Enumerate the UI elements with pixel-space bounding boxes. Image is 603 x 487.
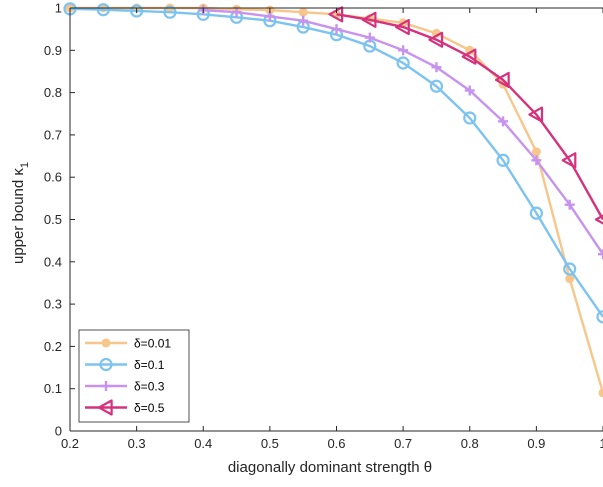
legend-item: δ=0.1 [85, 357, 165, 372]
data-point [328, 6, 344, 23]
data-point [428, 31, 444, 48]
data-point [130, 4, 144, 18]
data-point [298, 15, 309, 26]
data-point [594, 214, 603, 225]
data-point [96, 3, 110, 17]
x-tick-label: 0.7 [394, 436, 412, 451]
axes-layer: 0.2 0.3 0.4 0.5 0.6 0.7 0.8 0.9 1 0 0.1 0.2 0.3 0.4 0.… [44, 1, 603, 451]
y-tick-label: 0.6 [44, 170, 62, 185]
legend-label: δ=0.3 [134, 380, 165, 394]
data-point [364, 32, 375, 43]
x-tick-label: 0.5 [261, 436, 279, 451]
y-tick-label: 0.3 [44, 297, 62, 312]
data-point [529, 206, 543, 220]
series-4 [328, 6, 603, 225]
x-tick-label: 0.3 [128, 436, 146, 451]
data-point [396, 56, 410, 70]
data-point [598, 249, 603, 260]
y-axis-label-subscript: 1 [19, 162, 31, 168]
y-tick-label: 0.8 [44, 85, 62, 100]
y-tick-label: 0.7 [44, 127, 62, 142]
data-point [464, 85, 475, 96]
data-point [498, 116, 509, 127]
y-tick-label: 0.2 [44, 339, 62, 354]
legend-item: δ=0.01 [85, 337, 171, 351]
x-tick-label: 0.4 [194, 436, 212, 451]
y-axis-label-main: upper bound κ [10, 168, 27, 264]
legend-label: δ=0.01 [134, 337, 171, 351]
data-point [298, 7, 308, 17]
x-tick-label: 0.6 [327, 436, 345, 451]
data-point [231, 7, 242, 18]
legend-item: δ=0.3 [85, 380, 165, 394]
legend-marker [99, 357, 113, 372]
y-tick-label: 0.4 [44, 254, 62, 269]
x-axis-label: diagonally dominant strength θ [228, 459, 432, 476]
data-point [496, 153, 510, 167]
legend-label: δ=0.5 [134, 401, 165, 415]
data-point [561, 152, 577, 169]
data-point [596, 310, 603, 324]
y-tick-label: 0 [55, 424, 62, 439]
data-point [461, 48, 477, 65]
x-tick-label: 0.8 [461, 436, 479, 451]
legend-item: δ=0.5 [85, 399, 165, 416]
series-line [336, 13, 603, 221]
data-point [598, 388, 603, 398]
legend-label: δ=0.1 [134, 358, 165, 372]
x-tick-label: 1 [599, 436, 603, 451]
legend: δ=0.01 δ=0.1 δ=0.3 δ=0.5 [78, 329, 190, 423]
data-point [398, 45, 409, 56]
y-tick-label: 1 [55, 1, 62, 16]
data-point [563, 262, 577, 276]
data-point [531, 155, 542, 166]
series-3 [198, 5, 603, 260]
legend-marker [97, 399, 113, 416]
y-tick-label: 0.5 [44, 212, 62, 227]
legend-box [78, 329, 190, 423]
data-point [565, 274, 575, 284]
data-point [494, 71, 510, 89]
y-axis-label: upper bound κ1 [10, 162, 31, 264]
legend-marker [101, 381, 111, 391]
data-point [463, 111, 477, 125]
y-tick-label: 0.9 [44, 43, 62, 58]
data-point [331, 24, 342, 35]
y-axis-label-group: upper bound κ1 [10, 162, 31, 264]
y-tick-label: 0.1 [44, 381, 62, 396]
data-point [531, 147, 541, 157]
data-point [163, 5, 177, 19]
data-point [395, 18, 410, 36]
data-point [528, 106, 544, 123]
data-point [431, 62, 442, 73]
legend-marker [101, 338, 111, 348]
data-point [361, 11, 377, 28]
data-point [429, 79, 444, 93]
data-point [264, 11, 275, 22]
x-tick-label: 0.9 [527, 436, 545, 451]
series-line [69, 7, 603, 318]
data-point [564, 199, 575, 210]
x-tick-label: 0.2 [61, 436, 79, 451]
